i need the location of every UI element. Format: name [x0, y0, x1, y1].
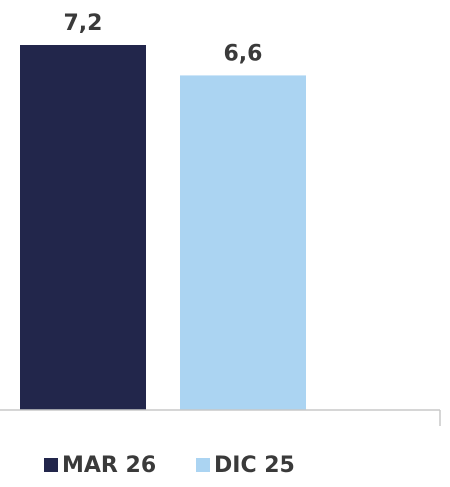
legend-label-dic-25: DIC 25: [214, 453, 295, 478]
bar-mar-26: [20, 45, 146, 410]
data-label-mar-26: 7,2: [64, 11, 103, 36]
data-label-dic-25: 6,6: [224, 41, 263, 66]
legend-swatch-mar-26: [44, 458, 58, 472]
bar-dic-25: [180, 75, 306, 411]
legend: MAR 26 DIC 25: [44, 453, 295, 478]
legend-label-mar-26: MAR 26: [62, 453, 156, 478]
legend-swatch-dic-25: [196, 458, 210, 472]
bars-layer: [20, 45, 306, 411]
data-labels-layer: 7,2 6,6: [64, 11, 263, 66]
